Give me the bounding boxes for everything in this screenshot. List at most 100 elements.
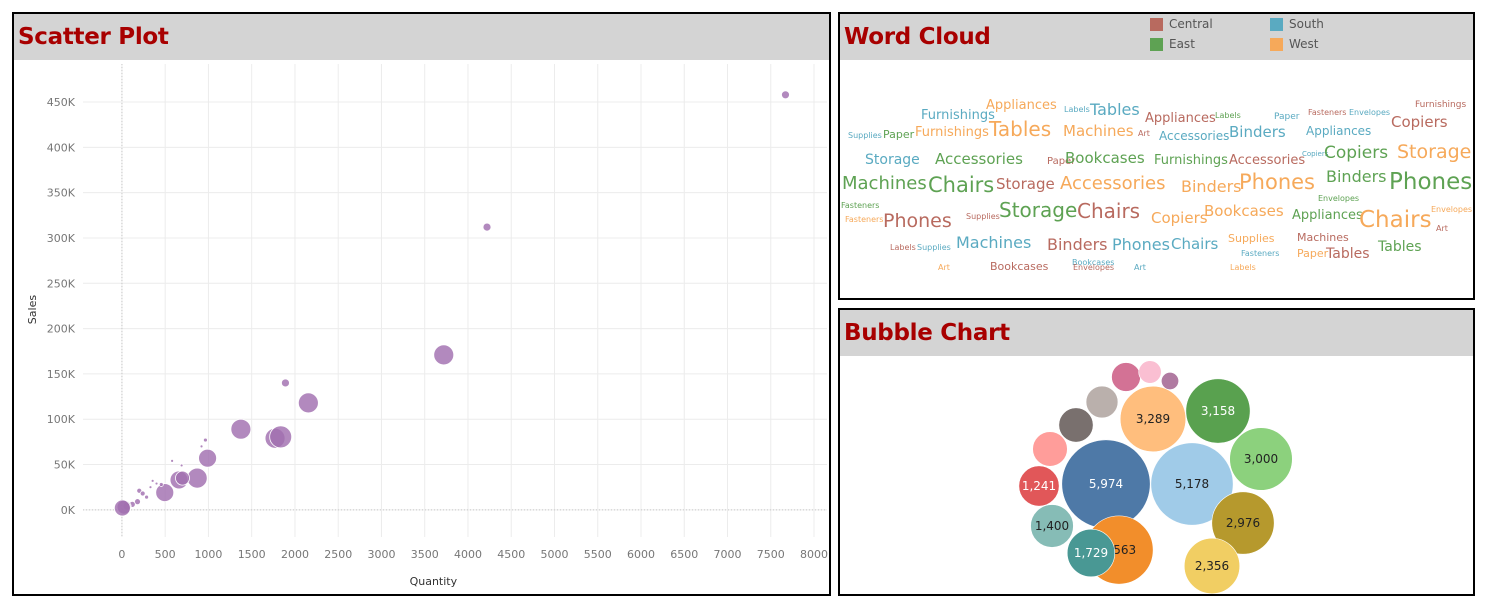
scatter-point[interactable] bbox=[148, 485, 153, 490]
word-machines-west[interactable]: Machines bbox=[1063, 122, 1134, 140]
word-paper-south[interactable]: Paper bbox=[1274, 112, 1300, 122]
word-storage-west[interactable]: Storage bbox=[1397, 141, 1471, 163]
bubble-unlabeled-15[interactable] bbox=[1138, 360, 1162, 384]
scatter-point[interactable] bbox=[139, 490, 146, 497]
word-supplies-south[interactable]: Supplies bbox=[848, 131, 882, 140]
scatter-point[interactable] bbox=[482, 222, 492, 232]
scatter-point[interactable] bbox=[781, 90, 790, 100]
word-binders-east[interactable]: Binders bbox=[1326, 167, 1386, 186]
word-chairs-east[interactable]: Chairs bbox=[928, 173, 994, 197]
word-binders-south[interactable]: Binders bbox=[1229, 123, 1286, 141]
word-machines-east[interactable]: Machines bbox=[842, 173, 927, 194]
word-bookcases-east[interactable]: Bookcases bbox=[1065, 149, 1145, 167]
word-paper-west[interactable]: Paper bbox=[1297, 247, 1329, 260]
word-phones-south[interactable]: Phones bbox=[1112, 235, 1170, 254]
scatter-point[interactable] bbox=[134, 498, 141, 506]
bubble-3-289[interactable] bbox=[1119, 385, 1187, 453]
word-copiers-west[interactable]: Copiers bbox=[1151, 209, 1208, 227]
scatter-point[interactable] bbox=[230, 418, 252, 440]
bubble-1-400[interactable] bbox=[1030, 504, 1074, 548]
word-furnishings-central[interactable]: Furnishings bbox=[1415, 100, 1466, 110]
word-labels-south[interactable]: Labels bbox=[1064, 105, 1090, 114]
word-tables-central[interactable]: Tables bbox=[1325, 246, 1370, 262]
word-art-south[interactable]: Art bbox=[1134, 263, 1146, 272]
word-bookcases-central[interactable]: Bookcases bbox=[990, 260, 1049, 273]
word-phones-central[interactable]: Phones bbox=[883, 210, 952, 232]
scatter-point[interactable] bbox=[154, 481, 159, 486]
bubble-2-976[interactable] bbox=[1211, 491, 1275, 555]
scatter-point[interactable] bbox=[433, 344, 455, 366]
word-accessories-central[interactable]: Accessories bbox=[1229, 153, 1305, 168]
word-fasteners-east[interactable]: Fasteners bbox=[841, 201, 879, 210]
bubble-5-178[interactable] bbox=[1150, 442, 1234, 526]
word-art-west[interactable]: Art bbox=[938, 263, 950, 272]
scatter-point[interactable] bbox=[186, 467, 208, 489]
word-machines-south[interactable]: Machines bbox=[956, 233, 1031, 252]
word-tables-west[interactable]: Tables bbox=[988, 117, 1051, 141]
word-envelopes-east[interactable]: Envelopes bbox=[1318, 194, 1359, 203]
word-accessories-east[interactable]: Accessories bbox=[935, 150, 1023, 168]
bubble-3-158[interactable] bbox=[1185, 378, 1251, 444]
word-storage-south[interactable]: Storage bbox=[865, 152, 920, 168]
word-chairs-south[interactable]: Chairs bbox=[1171, 235, 1219, 253]
word-appliances-east[interactable]: Appliances bbox=[1292, 208, 1363, 223]
word-storage-central[interactable]: Storage bbox=[996, 175, 1055, 193]
word-art-central[interactable]: Art bbox=[1436, 224, 1448, 233]
scatter-point[interactable] bbox=[269, 425, 293, 449]
word-tables-east[interactable]: Tables bbox=[1377, 239, 1422, 255]
bubble-unlabeled-11[interactable] bbox=[1032, 431, 1068, 467]
scatter-point[interactable] bbox=[203, 437, 208, 443]
scatter-point[interactable] bbox=[158, 482, 164, 487]
word-supplies-west[interactable]: Supplies bbox=[1228, 232, 1275, 245]
scatter-point[interactable] bbox=[150, 478, 155, 483]
scatter-point[interactable] bbox=[144, 494, 149, 500]
word-phones-west[interactable]: Phones bbox=[1239, 170, 1315, 194]
word-binders-west[interactable]: Binders bbox=[1181, 177, 1241, 196]
word-supplies-central[interactable]: Supplies bbox=[966, 212, 1000, 221]
scatter-point[interactable] bbox=[198, 448, 217, 468]
word-chairs-west[interactable]: Chairs bbox=[1359, 207, 1432, 233]
word-chairs-central[interactable]: Chairs bbox=[1077, 199, 1140, 223]
word-furnishings-west[interactable]: Furnishings bbox=[915, 125, 989, 140]
bubble-1-729[interactable] bbox=[1066, 528, 1116, 578]
word-labels-east[interactable]: Labels bbox=[1215, 111, 1241, 120]
word-furnishings-south[interactable]: Furnishings bbox=[921, 108, 995, 123]
bubble-unlabeled-12[interactable] bbox=[1058, 407, 1094, 443]
word-phones-east[interactable]: Phones bbox=[1389, 169, 1472, 195]
word-art-central[interactable]: Art bbox=[1138, 129, 1150, 138]
word-copiers-south[interactable]: Copiers bbox=[1302, 150, 1329, 158]
word-copiers-east[interactable]: Copiers bbox=[1324, 143, 1388, 163]
scatter-point[interactable] bbox=[155, 483, 175, 502]
bubble-2-356[interactable] bbox=[1183, 537, 1241, 594]
word-accessories-west[interactable]: Accessories bbox=[1060, 173, 1166, 194]
bubble-1-241[interactable] bbox=[1018, 465, 1060, 507]
scatter-point[interactable] bbox=[170, 458, 175, 463]
word-machines-central[interactable]: Machines bbox=[1297, 231, 1349, 244]
word-tables-south[interactable]: Tables bbox=[1089, 100, 1140, 119]
scatter-point[interactable] bbox=[175, 470, 190, 486]
word-fasteners-central[interactable]: Fasteners bbox=[1308, 108, 1346, 117]
scatter-point[interactable] bbox=[281, 378, 290, 388]
word-envelopes-central[interactable]: Envelopes bbox=[1073, 263, 1114, 272]
word-furnishings-east[interactable]: Furnishings bbox=[1154, 153, 1228, 168]
word-appliances-south[interactable]: Appliances bbox=[1306, 124, 1371, 138]
scatter-point[interactable] bbox=[179, 463, 184, 468]
word-supplies-south[interactable]: Supplies bbox=[917, 243, 951, 252]
bubble-3-000[interactable] bbox=[1229, 427, 1293, 491]
word-appliances-west[interactable]: Appliances bbox=[986, 98, 1057, 113]
word-envelopes-west[interactable]: Envelopes bbox=[1431, 205, 1472, 214]
bubble-unlabeled-14[interactable] bbox=[1111, 362, 1141, 392]
word-fasteners-west[interactable]: Fasteners bbox=[845, 215, 883, 224]
word-paper-east[interactable]: Paper bbox=[883, 128, 915, 141]
scatter-point[interactable] bbox=[297, 392, 319, 414]
word-appliances-central[interactable]: Appliances bbox=[1145, 111, 1216, 126]
word-labels-central[interactable]: Labels bbox=[890, 243, 916, 252]
word-binders-central[interactable]: Binders bbox=[1047, 235, 1107, 254]
word-bookcases-south[interactable]: Bookcases bbox=[1072, 258, 1114, 267]
word-labels-west[interactable]: Labels bbox=[1230, 263, 1256, 272]
word-copiers-central[interactable]: Copiers bbox=[1391, 113, 1448, 131]
bubble-unlabeled-16[interactable] bbox=[1161, 372, 1179, 390]
scatter-point[interactable] bbox=[113, 499, 131, 517]
word-fasteners-south[interactable]: Fasteners bbox=[1241, 249, 1279, 258]
word-paper-central[interactable]: Paper bbox=[1047, 156, 1076, 167]
